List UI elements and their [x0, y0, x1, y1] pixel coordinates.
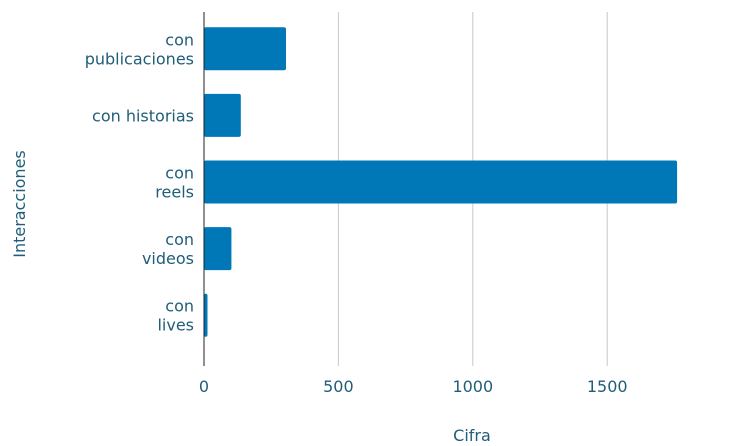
y-tick-label-1: con historias [92, 106, 194, 125]
bar-1 [204, 93, 241, 137]
y-tick-label-2: con reels [155, 164, 194, 202]
x-axis-title: Cifra [453, 426, 491, 445]
y-axis-title: Interacciones [10, 150, 29, 258]
y-tick-label-line: con [165, 230, 194, 249]
bar-0 [204, 27, 286, 71]
x-tick-label-0: 0 [199, 377, 209, 396]
x-tick-label-1000: 1000 [452, 377, 493, 396]
y-tick-label-3: con videos [142, 230, 194, 268]
bar-2 [204, 160, 678, 204]
x-tick-labels: 0 500 1000 1500 [199, 377, 628, 396]
x-tick-label-500: 500 [323, 377, 354, 396]
y-tick-label-line: con historias [92, 106, 194, 125]
bar-3 [204, 227, 232, 271]
y-tick-label-line: videos [142, 249, 194, 268]
y-tick-label-line: con [165, 30, 194, 49]
y-tick-label-line: con [165, 297, 194, 316]
bar-4 [204, 293, 208, 337]
y-tick-label-line: con [165, 164, 194, 183]
y-tick-label-line: reels [155, 183, 194, 202]
bar-layer [204, 27, 678, 337]
y-tick-label-line: publicaciones [85, 49, 194, 68]
y-tick-label-4: con lives [157, 297, 194, 335]
y-tick-label-0: con publicaciones [85, 30, 194, 68]
x-tick-label-1500: 1500 [587, 377, 628, 396]
y-tick-label-line: lives [157, 316, 194, 335]
